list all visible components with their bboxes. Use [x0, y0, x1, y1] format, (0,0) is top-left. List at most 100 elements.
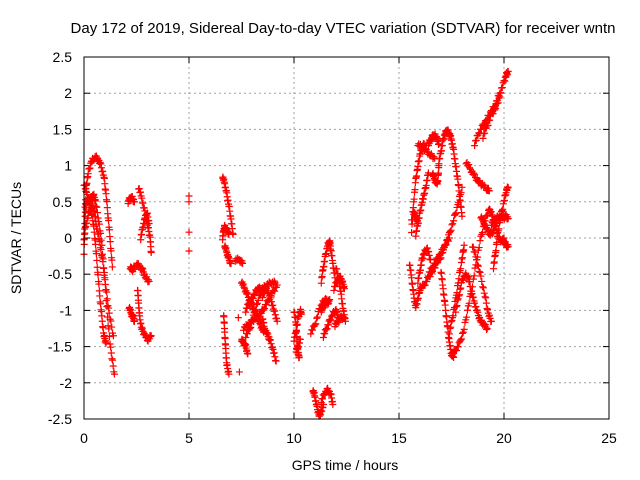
data-point — [92, 250, 100, 258]
data-point — [321, 330, 329, 338]
data-point — [264, 288, 272, 296]
data-point — [327, 316, 335, 324]
data-point — [235, 368, 243, 376]
data-point — [317, 399, 325, 407]
data-point — [488, 211, 496, 219]
x-axis-label: GPS time / hours — [292, 457, 399, 473]
data-point — [455, 275, 463, 283]
data-point — [458, 183, 466, 191]
data-point — [100, 264, 108, 272]
data-point — [446, 227, 454, 235]
data-point — [460, 325, 468, 333]
data-point — [463, 306, 471, 314]
data-point — [243, 289, 251, 297]
data-point — [102, 339, 110, 347]
data-point — [469, 275, 477, 283]
data-point — [84, 170, 92, 178]
data-point — [263, 285, 271, 293]
data-point — [267, 294, 275, 302]
data-point — [463, 313, 471, 321]
data-point — [145, 277, 153, 285]
data-point — [429, 263, 437, 271]
data-point — [93, 256, 101, 264]
data-point — [254, 296, 262, 304]
data-point — [103, 204, 111, 212]
data-point — [477, 272, 485, 280]
data-point — [472, 303, 480, 311]
data-point — [260, 306, 268, 314]
data-point — [334, 270, 342, 278]
data-point — [333, 265, 341, 273]
data-point — [270, 349, 278, 357]
data-point — [473, 256, 481, 264]
data-point — [492, 247, 500, 255]
data-point — [411, 186, 419, 194]
data-point — [424, 272, 432, 280]
data-point — [491, 106, 499, 114]
data-point — [268, 298, 276, 306]
y-tick-label: -0.5 — [48, 266, 72, 282]
data-point — [447, 226, 455, 234]
data-point — [457, 336, 465, 344]
data-point — [471, 248, 479, 256]
data-point — [225, 230, 233, 238]
data-point — [262, 301, 270, 309]
data-point — [104, 322, 112, 330]
data-point — [103, 303, 111, 311]
data-point — [445, 237, 453, 245]
data-point — [483, 325, 491, 332]
data-point — [479, 283, 487, 291]
data-point — [86, 164, 94, 172]
data-point — [101, 274, 109, 282]
data-point — [492, 105, 500, 113]
data-point — [504, 67, 512, 75]
data-point — [482, 299, 490, 307]
data-point — [450, 217, 458, 225]
data-point — [452, 303, 460, 311]
data-point — [130, 198, 138, 206]
data-point — [481, 129, 489, 137]
data-point — [105, 309, 113, 317]
data-point — [458, 212, 466, 220]
data-point — [264, 297, 272, 305]
data-point — [267, 340, 275, 348]
data-point — [96, 158, 104, 166]
data-point — [487, 208, 495, 216]
data-point — [331, 274, 339, 282]
data-point — [460, 241, 468, 249]
y-tick-label: 0.5 — [53, 194, 73, 210]
data-point — [107, 317, 115, 325]
data-point — [479, 215, 487, 223]
data-point — [249, 294, 257, 302]
data-point — [504, 243, 512, 251]
data-point — [466, 283, 474, 291]
data-point — [269, 345, 277, 353]
data-point — [312, 320, 320, 328]
data-point — [108, 355, 116, 363]
data-point — [497, 89, 505, 97]
data-point — [479, 228, 487, 236]
data-point — [147, 332, 155, 340]
data-point — [105, 226, 113, 234]
data-point — [243, 304, 251, 312]
data-point — [261, 305, 269, 313]
data-point — [330, 286, 338, 294]
data-point — [451, 210, 459, 218]
data-point — [244, 290, 252, 298]
data-point — [263, 329, 271, 337]
data-point — [494, 99, 502, 107]
data-point — [185, 198, 193, 206]
data-point — [475, 267, 483, 275]
data-point — [97, 300, 105, 308]
data-point — [271, 279, 279, 287]
plot-frame — [83, 56, 610, 420]
data-point — [94, 271, 102, 279]
data-point — [496, 93, 504, 101]
data-point — [97, 245, 105, 253]
data-point — [423, 244, 431, 252]
data-point — [425, 251, 433, 259]
data-point — [136, 188, 144, 196]
data-point — [488, 230, 496, 238]
data-point — [480, 289, 488, 297]
data-point — [474, 261, 482, 269]
